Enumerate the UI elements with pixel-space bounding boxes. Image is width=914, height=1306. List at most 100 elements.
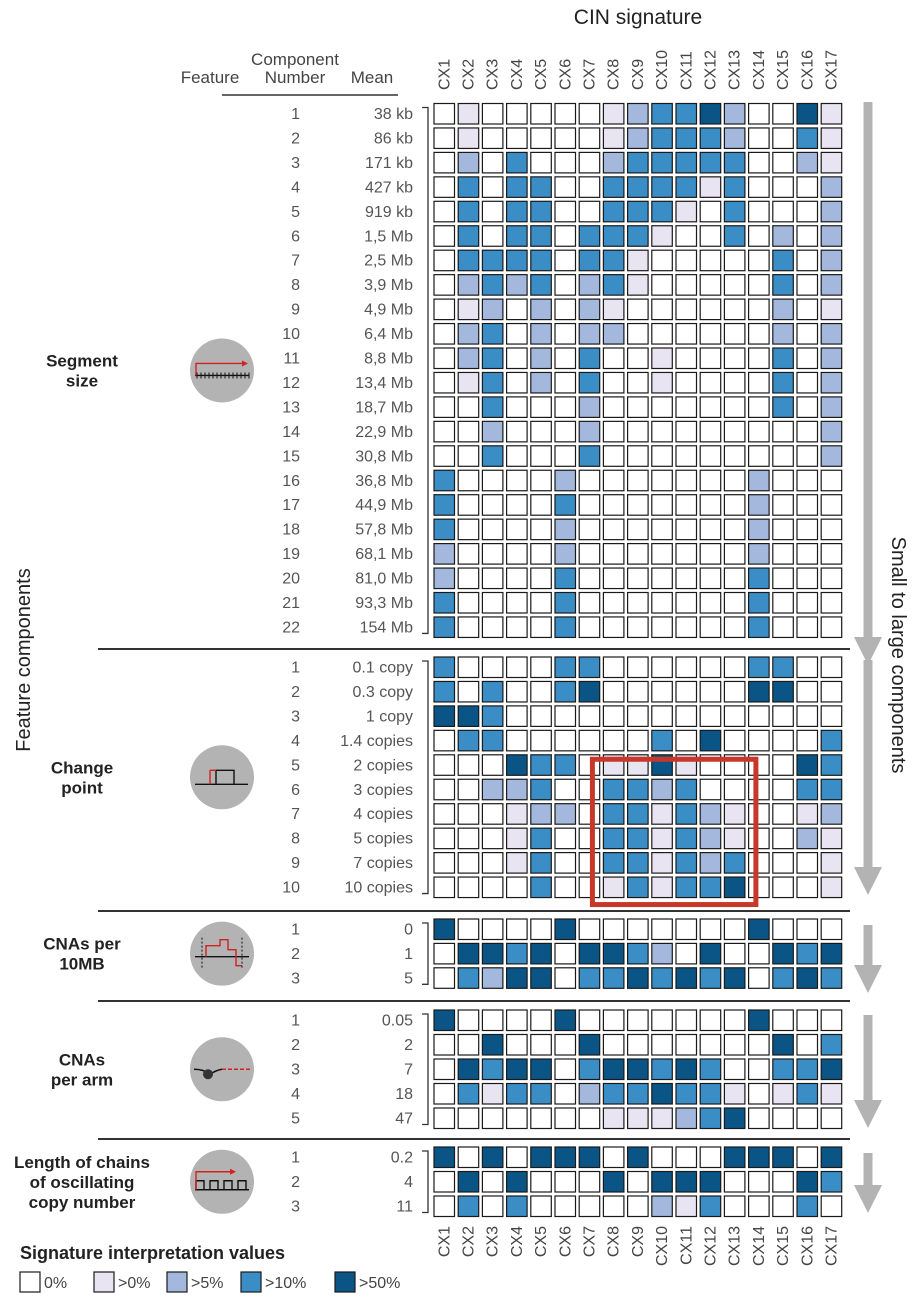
- heatmap-cell: [772, 967, 794, 989]
- feature-name: Length of chains of oscillating copy numbe…: [14, 1153, 150, 1212]
- component-number: 6: [291, 228, 300, 245]
- heatmap-cell: [481, 876, 504, 899]
- heatmap-cell: [796, 225, 819, 247]
- heatmap-cell: [651, 1170, 673, 1193]
- heatmap-cell: [772, 1170, 794, 1193]
- heatmap-cell: [626, 656, 649, 679]
- heatmap-cell: [506, 591, 528, 614]
- heatmap-cell: [747, 918, 770, 941]
- size-arrow-head: [854, 637, 882, 665]
- header-component-number: Component Number: [251, 50, 339, 87]
- heatmap-cell: [457, 778, 480, 801]
- heatmap-cell: [433, 274, 456, 296]
- heatmap-cell: [554, 1009, 577, 1032]
- heatmap-cell: [578, 420, 601, 443]
- heatmap-cell: [602, 803, 625, 825]
- heatmap-cell: [626, 1195, 649, 1218]
- heatmap-cell: [433, 918, 456, 941]
- component-number: 22: [282, 619, 300, 636]
- heatmap-cell: [772, 591, 794, 614]
- heatmap-cell: [796, 616, 819, 639]
- heatmap-cell: [699, 705, 722, 728]
- heatmap-cell: [457, 1033, 480, 1056]
- heatmap-cell: [530, 1082, 552, 1105]
- heatmap-cell: [723, 876, 746, 899]
- signature-labels-bottom: CX1 CX2 CX3 CX4 CX5 CX6 CX7 CX8 CX9 CX10 CX11 CX12 C…: [436, 1226, 840, 1266]
- heatmap-cell: [433, 851, 456, 874]
- heatmap-cell: [699, 942, 722, 965]
- heatmap-cell: [433, 656, 456, 679]
- heatmap-cell: [481, 518, 504, 541]
- heatmap-cell: [554, 1033, 577, 1056]
- heatmap-cell: [626, 396, 649, 418]
- heatmap-cell: [651, 200, 673, 223]
- heatmap-cell: [796, 102, 819, 125]
- heatmap-cell: [796, 942, 819, 965]
- heatmap-cell: [433, 942, 456, 965]
- signature-label-bottom: CX11: [678, 1226, 695, 1265]
- heatmap-cell: [530, 705, 552, 728]
- heatmap-cell: [578, 469, 601, 492]
- heatmap-cell: [747, 371, 770, 394]
- heatmap-cell: [578, 1195, 601, 1218]
- heatmap-cell: [651, 542, 673, 565]
- component-mean: 57,8 Mb: [355, 522, 413, 539]
- heatmap-cell: [578, 591, 601, 614]
- heatmap-cell: [506, 827, 528, 850]
- heatmap-cell: [481, 1107, 504, 1130]
- signature-label-bottom: CX13: [727, 1226, 744, 1266]
- heatmap-cell: [772, 803, 794, 825]
- heatmap-cell: [675, 176, 698, 198]
- heatmap-cell: [747, 1082, 770, 1105]
- heatmap-cell: [651, 102, 673, 125]
- heatmap-cell: [723, 396, 746, 418]
- heatmap-cell: [699, 851, 722, 874]
- heatmap-cell: [530, 876, 552, 899]
- heatmap-cell: [578, 494, 601, 516]
- heatmap-cell: [602, 1033, 625, 1056]
- signature-label-top: CX7: [581, 59, 598, 90]
- heatmap-cell: [578, 322, 601, 345]
- heatmap-cell: [554, 102, 577, 125]
- row-bracket: [422, 922, 429, 985]
- heatmap-cell: [481, 803, 504, 825]
- heatmap-cell: [554, 274, 577, 296]
- heatmap-cell: [481, 249, 504, 272]
- heatmap-cell: [747, 176, 770, 198]
- heatmap-cell: [820, 347, 843, 370]
- heatmap-cell: [530, 322, 552, 345]
- icon-background: [190, 921, 254, 986]
- row-bracket: [422, 106, 429, 635]
- heatmap-cell: [626, 249, 649, 272]
- heatmap-cell: [433, 494, 456, 516]
- heatmap-cell: [772, 298, 794, 321]
- heatmap-cell: [651, 567, 673, 590]
- heatmap-cell: [626, 127, 649, 150]
- heatmap-cell: [578, 249, 601, 272]
- heatmap-cell: [747, 778, 770, 801]
- heatmap-cell: [723, 918, 746, 941]
- feature-name-line: per arm: [51, 1070, 113, 1089]
- heatmap-cell: [747, 1033, 770, 1056]
- heatmap-cell: [554, 827, 577, 850]
- heatmap-cell: [602, 469, 625, 492]
- heatmap-cell: [796, 127, 819, 150]
- heatmap-cell: [554, 942, 577, 965]
- header-feature: Feature: [181, 68, 240, 87]
- component-mean: 44,9 Mb: [355, 497, 413, 514]
- heatmap-cell: [796, 469, 819, 492]
- feature-section: CNAs per 10MB 1 0 2 1 3 5: [43, 918, 882, 1002]
- heatmap-cell: [554, 616, 577, 639]
- heatmap-cell: [481, 542, 504, 565]
- heatmap-cell: [433, 1170, 456, 1193]
- heatmap-cell: [820, 322, 843, 345]
- heatmap-cell: [506, 322, 528, 345]
- heatmap-cell: [699, 1195, 722, 1218]
- heatmap-cell: [626, 591, 649, 614]
- heatmap-cell: [820, 918, 843, 941]
- heatmap-cell: [506, 151, 528, 174]
- heatmap-cell: [626, 445, 649, 467]
- heatmap-cell: [602, 371, 625, 394]
- heatmap-cell: [772, 518, 794, 541]
